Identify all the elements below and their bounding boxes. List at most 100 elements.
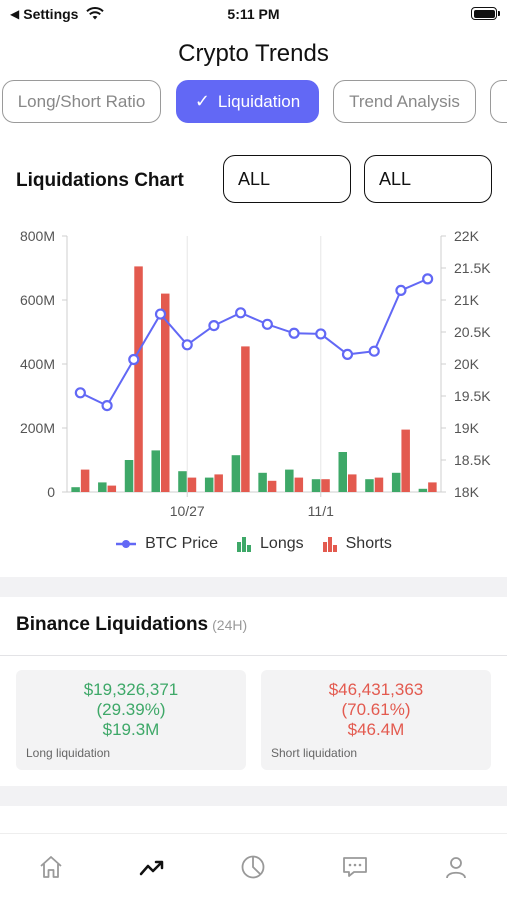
shorts-bar — [214, 474, 223, 492]
shorts-bar — [321, 479, 330, 492]
legend-label: Shorts — [345, 535, 392, 552]
longs-bar — [98, 482, 107, 492]
x-tick-label: 11/1 — [308, 503, 334, 519]
btc-price-point — [208, 319, 220, 332]
long-label: Long liquidation — [26, 746, 111, 760]
long-amount: $19,326,371 — [83, 680, 179, 699]
nav-portfolio[interactable] — [233, 852, 273, 882]
short-label: Short liquidation — [271, 746, 358, 760]
tab-liquidation[interactable]: ✓ Liquidation — [176, 80, 319, 123]
longs-bar — [124, 460, 134, 492]
shorts-bar — [107, 485, 117, 492]
longs-bar — [178, 471, 187, 492]
shorts-bar — [294, 477, 304, 492]
shorts-bar — [187, 477, 197, 492]
y-right-tick-label: 21K — [454, 292, 480, 308]
shorts-bar — [241, 346, 250, 492]
divider-line — [0, 655, 507, 656]
user-icon — [446, 857, 467, 879]
longs-bar — [391, 472, 401, 492]
longs-bar — [418, 488, 428, 492]
back-to-settings[interactable]: ◀ Settings — [10, 6, 105, 22]
check-icon: ✓ — [194, 91, 210, 111]
legend-label: Longs — [260, 535, 304, 552]
short-short-amount: $46.4M — [347, 720, 405, 739]
shorts-bar — [428, 482, 437, 492]
tab-bar: Long/Short Ratio ✓ Liquidation Trend Ana… — [2, 80, 507, 124]
longs-bar — [71, 487, 80, 492]
short-amount: $46,431,363 — [328, 680, 424, 699]
long-percent: (29.39%) — [96, 700, 166, 719]
btc-price-point — [101, 400, 113, 412]
long-short-amount: $19.3M — [102, 720, 160, 739]
y-left-tick-label: 400M — [20, 356, 55, 372]
tab-label: Trend Analysis — [349, 91, 460, 111]
y-left-tick-label: 800M — [20, 228, 55, 244]
legend-shorts[interactable]: Shorts — [322, 535, 392, 553]
y-right-tick-label: 20.5K — [454, 324, 491, 340]
tab-more[interactable] — [490, 80, 507, 123]
shorts-bar — [267, 480, 277, 492]
btc-price-point — [261, 318, 273, 330]
bar-marker-icon — [322, 537, 337, 552]
y-right-tick-label: 18K — [454, 484, 480, 500]
binance-title: Binance Liquidations (24H) — [16, 614, 247, 636]
btc-price-point — [181, 339, 193, 351]
tab-label: Liquidation — [217, 91, 301, 111]
status-bar: ◀ Settings 5:11 PM — [0, 0, 507, 30]
btc-price-point — [128, 353, 140, 366]
tab-long-short-ratio[interactable]: Long/Short Ratio — [2, 80, 161, 123]
section-divider — [0, 786, 507, 806]
nav-profile[interactable] — [436, 852, 476, 882]
battery-icon — [471, 7, 500, 20]
btc-price-point — [341, 348, 354, 360]
tab-trend-analysis[interactable]: Trend Analysis — [333, 80, 476, 123]
chart-svg: 10/27 11/1 0 200M 400M 600M 800M 18K 18.5K 19K 19.… — [20, 228, 491, 519]
tab-label: Long/Short Ratio — [17, 91, 146, 111]
chart-title: Liquidations Chart — [16, 170, 184, 191]
longs-bar — [151, 450, 160, 492]
trend-icon — [139, 860, 164, 876]
short-liquidation-card: $46,431,363 (70.61%) $46.4M Short liquid… — [261, 670, 491, 770]
y-left-tick-label: 600M — [20, 292, 55, 308]
longs-bar — [365, 479, 374, 492]
longs-bar — [258, 472, 267, 492]
y-right-tick-label: 20K — [454, 356, 480, 372]
y-left-tick-label: 0 — [47, 484, 55, 500]
line-marker-icon — [116, 540, 137, 548]
y-right-tick-label: 22K — [454, 228, 480, 244]
long-liquidation-card: $19,326,371 (29.39%) $19.3M Long liquida… — [16, 670, 246, 770]
y-right-tick-label: 21.5K — [454, 260, 491, 276]
shorts-bar — [348, 474, 357, 492]
btc-price-point — [395, 284, 407, 297]
longs-bar — [311, 479, 321, 492]
btc-price-point — [235, 307, 247, 319]
nav-home[interactable] — [31, 852, 71, 882]
btc-price-point — [368, 345, 380, 357]
nav-messages[interactable] — [335, 852, 375, 882]
shorts-bar — [134, 266, 143, 492]
btc-price-point — [74, 387, 86, 399]
shorts-bar — [161, 293, 170, 492]
bar-marker-icon — [237, 537, 252, 552]
wifi-icon — [86, 7, 105, 20]
btc-price-point — [288, 327, 300, 339]
y-right-tick-label: 19K — [454, 420, 480, 436]
filter-select-1[interactable]: ALL — [223, 155, 351, 203]
back-arrow-icon: ◀ — [10, 7, 20, 21]
y-right-tick-label: 18.5K — [454, 452, 491, 468]
filter-select-2[interactable]: ALL — [364, 155, 492, 203]
binance-title-text: Binance Liquidations — [16, 614, 209, 635]
legend-longs[interactable]: Longs — [236, 535, 304, 553]
nav-trends[interactable] — [132, 852, 172, 882]
shorts-bar — [374, 477, 384, 492]
short-percent: (70.61%) — [341, 700, 411, 719]
legend-label: BTC Price — [145, 535, 219, 552]
status-time: 5:11 PM — [227, 6, 280, 22]
longs-bar — [338, 452, 347, 492]
longs-bar — [285, 469, 294, 492]
bottom-nav — [0, 833, 507, 900]
btc-price-point — [154, 308, 167, 320]
legend-btc-price[interactable]: BTC Price — [115, 535, 218, 553]
longs-bar — [204, 477, 214, 492]
